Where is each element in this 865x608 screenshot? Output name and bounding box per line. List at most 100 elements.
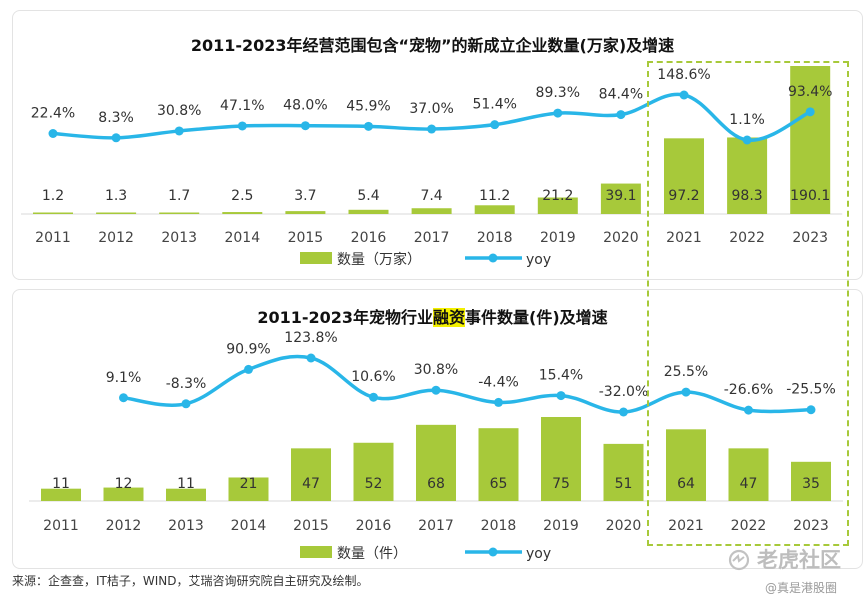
bar-value-label: 39.1	[605, 188, 636, 204]
x-tick-label: 2018	[477, 230, 513, 246]
bar	[790, 66, 831, 214]
bar	[416, 424, 456, 501]
legend-label-line: yoy	[526, 546, 551, 562]
bar-value-label: 1.3	[105, 188, 127, 204]
bar-value-label: 52	[365, 476, 383, 492]
x-tick-label: 2017	[418, 518, 454, 534]
yoy-point	[494, 397, 503, 407]
bar	[96, 212, 137, 214]
bar-value-label: 47	[302, 476, 320, 492]
bar-value-label: 7.4	[420, 188, 442, 204]
x-tick-label: 2021	[668, 518, 704, 534]
bar	[600, 183, 641, 214]
bar	[222, 212, 263, 214]
legend-marker-line	[488, 547, 498, 557]
yoy-point	[174, 126, 184, 136]
bar-value-label: 1.7	[168, 188, 190, 204]
yoy-value-label: 10.6%	[351, 369, 395, 385]
yoy-value-label: 90.9%	[226, 341, 270, 357]
legend-label-bar: 数量（万家）	[337, 251, 421, 268]
yoy-point	[237, 121, 247, 131]
legend-label-line: yoy	[526, 252, 551, 268]
bar-value-label: 12	[115, 476, 133, 492]
x-tick-label: 2020	[603, 230, 639, 246]
bar-value-label: 75	[552, 476, 570, 492]
yoy-value-label: 93.4%	[788, 84, 832, 100]
bar	[159, 212, 200, 214]
x-tick-label: 2013	[161, 230, 197, 246]
bar	[727, 137, 768, 214]
x-tick-label: 2020	[606, 518, 642, 534]
bar-value-label: 11.2	[479, 188, 510, 204]
chart-title-companies: 2011-2023年经营范围包含“宠物”的新成立企业数量(万家)及增速	[190, 36, 675, 55]
yoy-point	[111, 133, 121, 143]
x-tick-label: 2012	[106, 518, 142, 534]
bar-value-label: 64	[677, 476, 695, 492]
legend-swatch-bar	[300, 546, 332, 558]
x-tick-label: 2015	[288, 230, 324, 246]
bar-value-label: 5.4	[357, 188, 379, 204]
legend-label-bar: 数量（件）	[337, 546, 407, 562]
x-tick-label: 2014	[224, 230, 260, 246]
bar	[791, 461, 831, 501]
yoy-value-label: 25.5%	[664, 364, 708, 380]
x-tick-label: 2011	[43, 518, 79, 534]
yoy-point	[616, 110, 626, 120]
yoy-point	[556, 391, 566, 401]
yoy-value-label: -8.3%	[166, 376, 207, 392]
title-part-1: 2011-2023年宠物行业	[257, 308, 434, 327]
yoy-value-label: -32.0%	[599, 384, 649, 400]
yoy-value-label: 123.8%	[284, 330, 337, 346]
bar	[666, 429, 706, 501]
legend-marker-line	[488, 253, 498, 263]
bar-value-label: 98.3	[732, 188, 763, 204]
bar-value-label: 3.7	[294, 188, 316, 204]
bar-value-label: 68	[427, 476, 445, 492]
title-highlight: 融资	[433, 308, 466, 327]
bar	[291, 448, 331, 501]
yoy-value-label: 8.3%	[98, 110, 134, 126]
yoy-point	[553, 108, 563, 118]
bar	[228, 477, 269, 501]
bar	[411, 208, 452, 214]
bar	[537, 197, 578, 214]
x-tick-label: 2017	[414, 230, 450, 246]
bar-value-label: 11	[52, 476, 70, 492]
yoy-value-label: 45.9%	[346, 98, 390, 114]
bar-value-label: 47	[740, 476, 758, 492]
yoy-point	[619, 407, 628, 417]
x-tick-label: 2022	[731, 518, 767, 534]
yoy-value-label: 30.8%	[414, 362, 458, 378]
x-tick-label: 2021	[666, 230, 702, 246]
bar-value-label: 190.1	[790, 188, 830, 204]
bar-value-label: 11	[177, 476, 195, 492]
yoy-value-label: 89.3%	[536, 85, 580, 101]
x-tick-label: 2013	[168, 518, 204, 534]
yoy-value-label: 148.6%	[657, 67, 710, 83]
yoy-value-label: 37.0%	[409, 101, 453, 117]
bar	[353, 442, 394, 501]
bar-value-label: 51	[615, 476, 633, 492]
x-tick-label: 2015	[293, 518, 329, 534]
yoy-value-label: 1.1%	[729, 112, 765, 128]
bar-value-label: 21	[240, 476, 258, 492]
yoy-point	[306, 353, 316, 363]
bar	[664, 138, 704, 214]
x-tick-label: 2016	[356, 518, 392, 534]
bar	[166, 488, 206, 501]
bar-value-label: 2.5	[231, 188, 253, 204]
x-tick-label: 2022	[729, 230, 765, 246]
yoy-value-label: -26.6%	[724, 382, 774, 398]
x-tick-label: 2023	[793, 518, 829, 534]
bar	[103, 487, 144, 501]
x-tick-label: 2019	[540, 230, 576, 246]
yoy-point	[490, 120, 500, 130]
yoy-value-label: 9.1%	[106, 370, 142, 386]
yoy-value-label: 84.4%	[599, 87, 643, 103]
x-tick-label: 2014	[231, 518, 267, 534]
yoy-value-label: 30.8%	[157, 103, 201, 119]
chart-panel-companies	[12, 10, 863, 280]
yoy-point	[48, 129, 58, 139]
bar	[33, 212, 73, 214]
bar	[41, 488, 81, 501]
